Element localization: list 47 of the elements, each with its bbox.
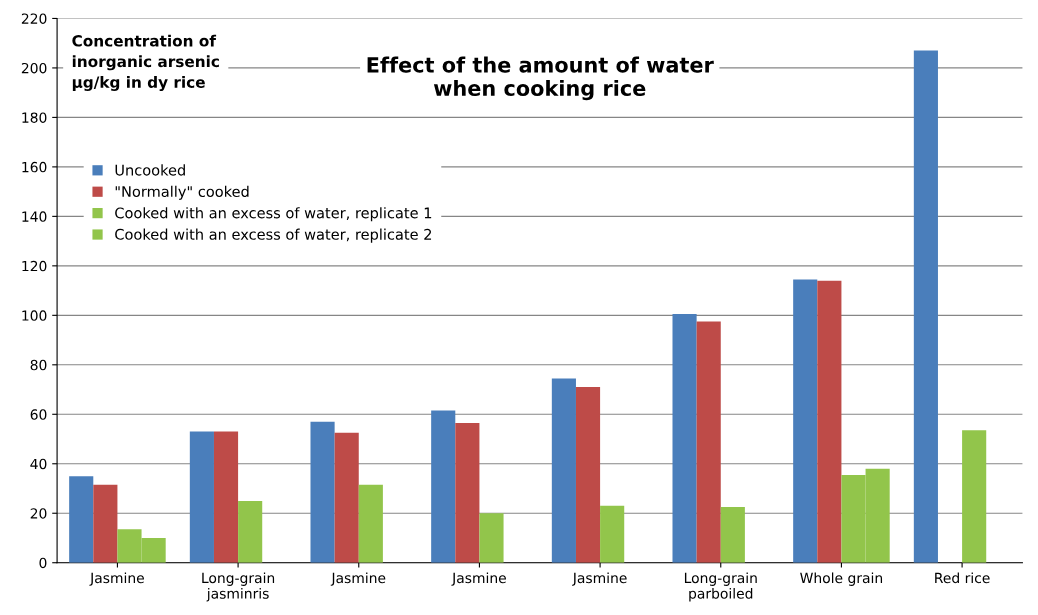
bar <box>238 500 263 563</box>
legend-label: Uncooked <box>115 164 185 176</box>
x-tick-label: Long-grain jasminris <box>202 572 275 602</box>
bar <box>600 505 625 563</box>
text: Effect of the amount of water when cooking rice <box>367 56 714 101</box>
x-tick-label: Red rice <box>935 572 990 584</box>
x-tick-label: Jasmine <box>572 572 627 586</box>
x-tick-label: Long-grain parboiled <box>684 572 757 602</box>
y-tick-label: 80 <box>30 359 47 371</box>
bar <box>913 50 938 563</box>
bar <box>93 484 118 563</box>
bar <box>962 430 987 563</box>
legend-label: Cooked with an excess of water, replicate 2 <box>115 228 432 243</box>
bar <box>310 421 335 563</box>
bar <box>575 387 601 563</box>
bar <box>793 279 818 563</box>
y-axis-title: Concentration of inorganic arsenic µg/kg in dy rice <box>72 34 219 91</box>
x-tick-label: Jasmine <box>330 572 386 586</box>
y-tick-label: 60 <box>30 409 47 420</box>
bar <box>69 476 94 563</box>
y-tick-label: 40 <box>30 458 47 470</box>
y-tick-label: 140 <box>22 211 47 222</box>
bar <box>213 431 239 563</box>
legend-label: Cooked with an excess of water, replicate 1 <box>115 207 432 222</box>
y-tick-label: 120 <box>22 260 47 272</box>
x-tick-label: Whole grain <box>800 572 883 586</box>
bar <box>334 432 359 563</box>
bar <box>455 422 480 563</box>
y-tick-label: 0 <box>39 557 47 569</box>
y-tick-label: 100 <box>22 310 47 321</box>
x-tick-label: Jasmine <box>451 572 506 586</box>
bar <box>696 321 721 563</box>
bar <box>672 314 697 563</box>
bar <box>479 513 504 563</box>
bar <box>189 431 214 563</box>
x-tick-label: Jasmine <box>89 572 144 586</box>
y-tick-label: 200 <box>21 62 47 74</box>
y-tick-label: 160 <box>22 161 47 173</box>
bar <box>431 410 456 563</box>
y-tick-label: 180 <box>22 112 47 123</box>
y-tick-label: 220 <box>21 13 47 24</box>
bar <box>551 378 576 563</box>
legend-label: "Normally" cooked <box>115 185 249 200</box>
bar <box>720 507 745 563</box>
bar <box>817 280 842 563</box>
y-tick-label: 20 <box>30 508 47 519</box>
bar <box>358 484 383 563</box>
